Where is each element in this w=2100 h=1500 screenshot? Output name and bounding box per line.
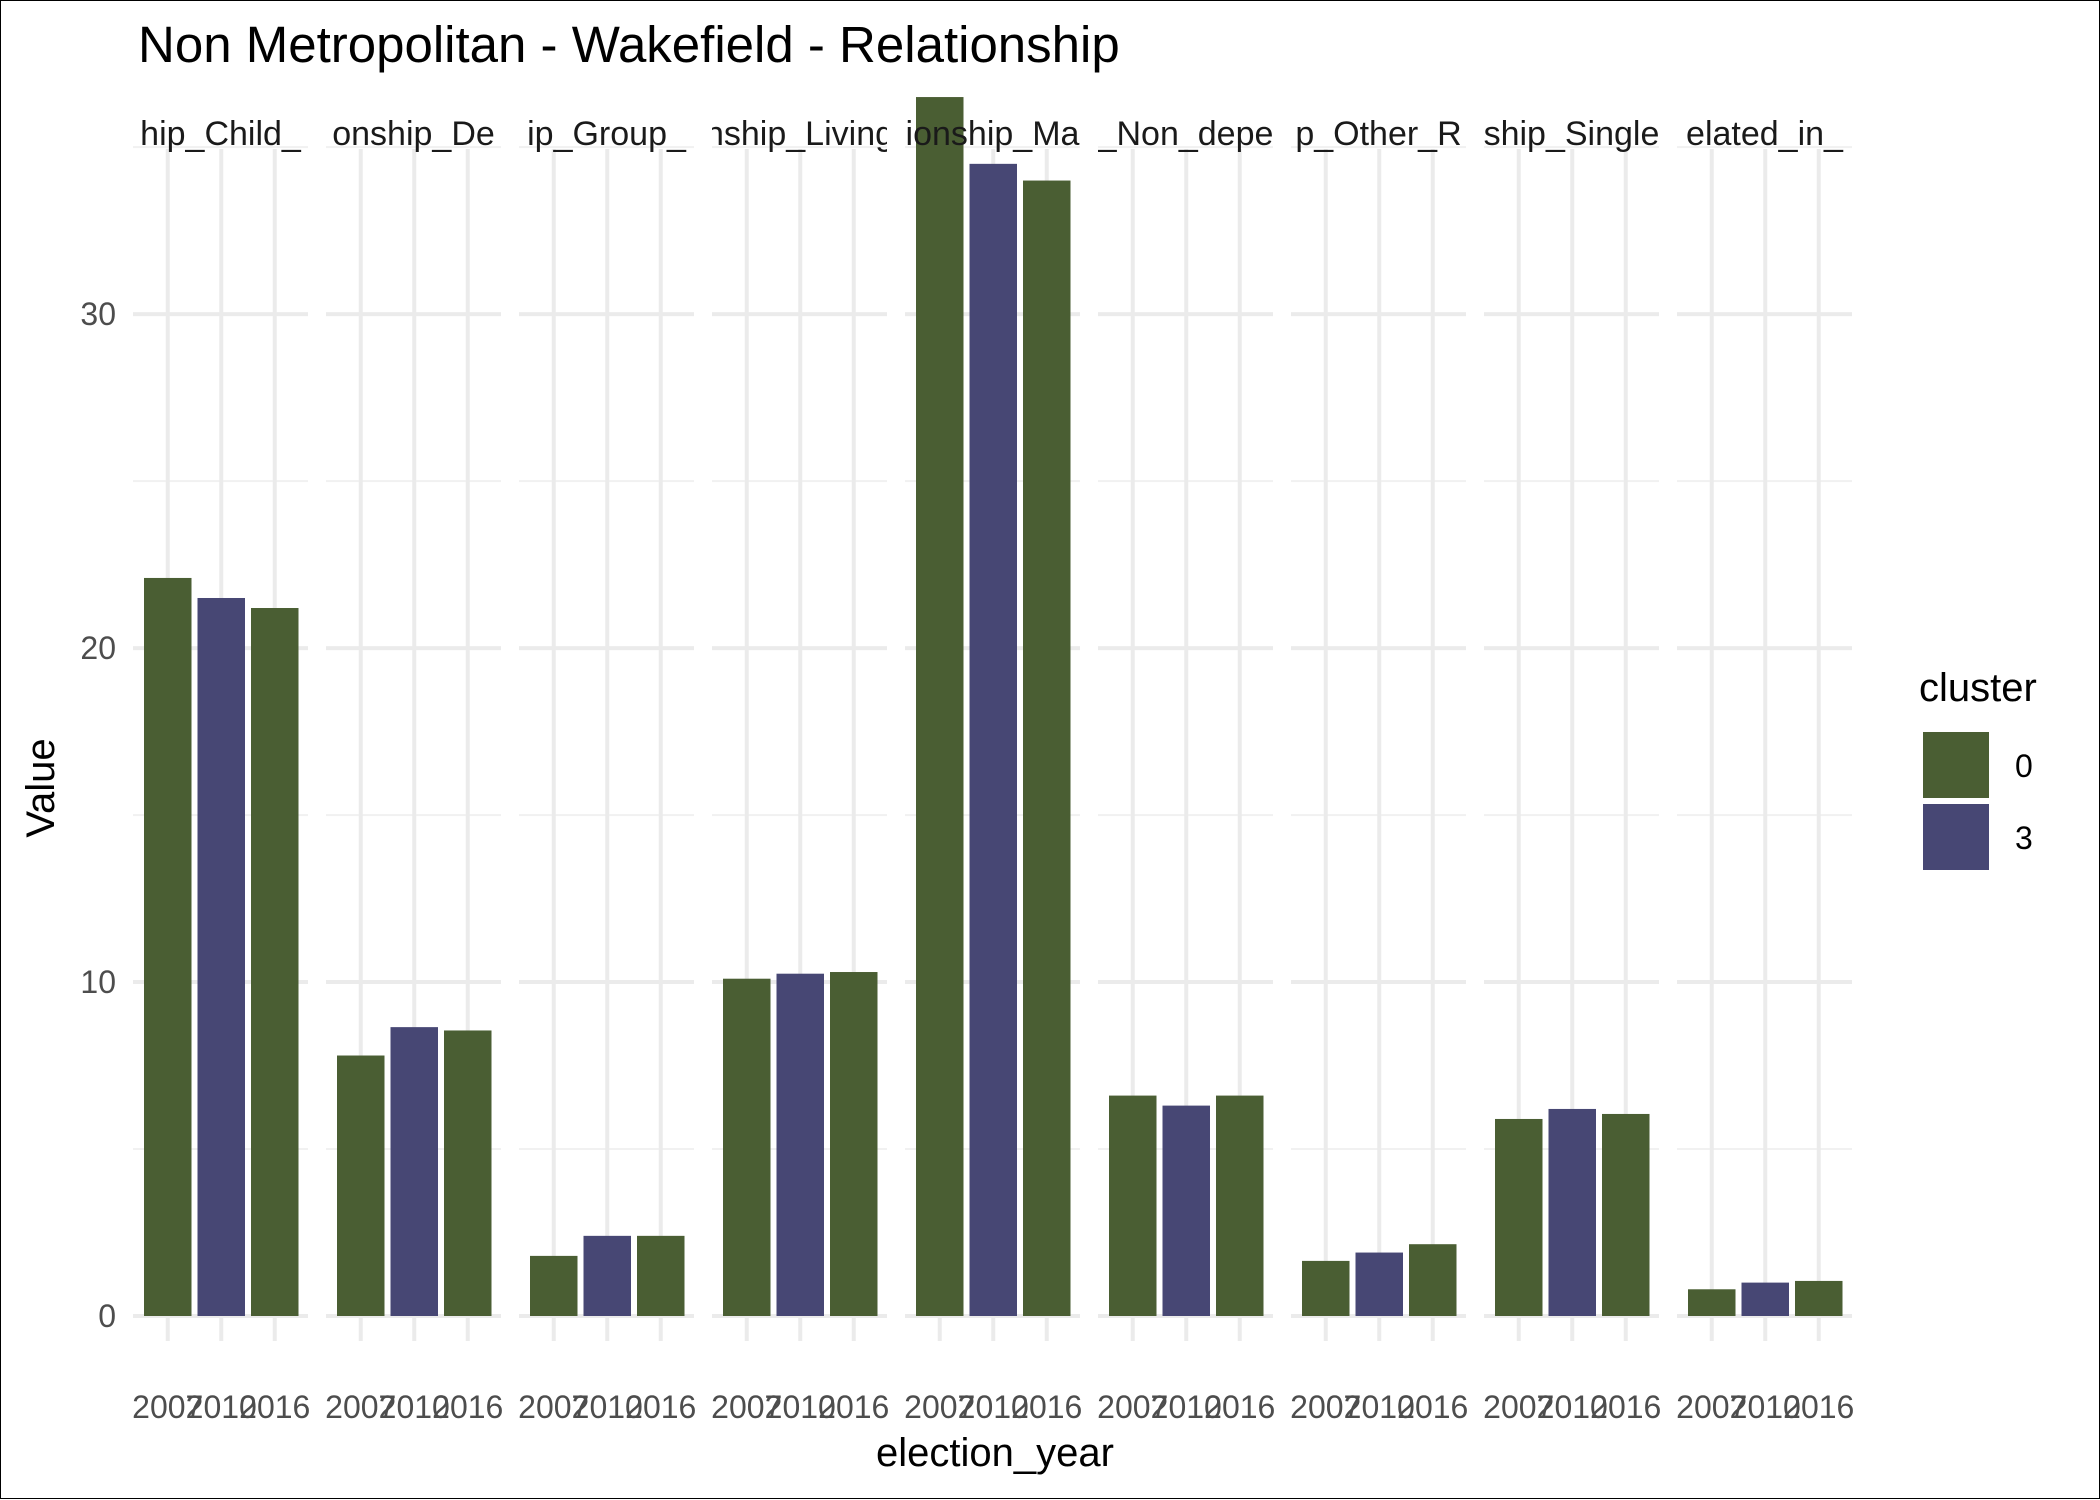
- y-axis-title: Value: [19, 738, 63, 837]
- x-tick-label: 2010: [1730, 1389, 1801, 1425]
- x-tick-label: 2007: [518, 1389, 589, 1425]
- bar: [197, 597, 245, 1316]
- x-tick-label: 2007: [1676, 1389, 1747, 1425]
- y-tick-label: 30: [80, 296, 116, 332]
- y-tick-label: 20: [80, 630, 116, 666]
- x-tick-label: 2007: [325, 1389, 396, 1425]
- legend-swatch: [1923, 804, 1989, 870]
- bar: [1495, 1118, 1543, 1316]
- bar: [830, 972, 878, 1316]
- bar: [1109, 1095, 1157, 1316]
- x-tick-label: 2016: [1011, 1389, 1082, 1425]
- bar: [723, 978, 771, 1316]
- bar: [1602, 1113, 1650, 1316]
- x-tick-label: 2007: [132, 1389, 203, 1425]
- facet-strip-label: ip_Group_: [527, 115, 687, 153]
- bar: [1162, 1105, 1210, 1316]
- x-tick-label: 2007: [1097, 1389, 1168, 1425]
- x-tick-label: 2016: [432, 1389, 503, 1425]
- bar: [444, 1030, 492, 1316]
- x-tick-label: 2007: [711, 1389, 782, 1425]
- bar: [1409, 1244, 1457, 1316]
- facet-strip-label: hip_Child_: [140, 115, 302, 153]
- bar: [1216, 1095, 1264, 1316]
- facet-panels: 200720102016hip_Child_200720102016onship…: [132, 97, 1854, 1425]
- y-axis-ticks: 0 10 20 30: [80, 296, 116, 1334]
- bar: [1795, 1280, 1843, 1316]
- bar: [390, 1027, 438, 1316]
- x-tick-label: 2007: [904, 1389, 975, 1425]
- bar: [1355, 1252, 1403, 1316]
- x-tick-label: 2010: [958, 1389, 1029, 1425]
- legend-title: cluster: [1919, 666, 2037, 710]
- x-tick-label: 2010: [1537, 1389, 1608, 1425]
- y-tick-label: 10: [80, 964, 116, 1000]
- x-tick-label: 2016: [1590, 1389, 1661, 1425]
- x-tick-label: 2010: [765, 1389, 836, 1425]
- x-tick-label: 2010: [572, 1389, 643, 1425]
- bar: [1548, 1108, 1596, 1316]
- x-tick-label: 2016: [1204, 1389, 1275, 1425]
- x-tick-label: 2010: [1151, 1389, 1222, 1425]
- chart-title: Non Metropolitan - Wakefield - Relations…: [138, 16, 1120, 73]
- x-tick-label: 2016: [1397, 1389, 1468, 1425]
- facet-strip-label: nship_Living: [705, 115, 894, 153]
- facet-strip-label: p_Other_R: [1295, 115, 1461, 153]
- x-tick-label: 2010: [186, 1389, 257, 1425]
- x-tick-label: 2016: [625, 1389, 696, 1425]
- bar: [583, 1235, 631, 1316]
- bar: [530, 1255, 578, 1316]
- x-tick-label: 2010: [379, 1389, 450, 1425]
- x-tick-label: 2016: [1783, 1389, 1854, 1425]
- x-tick-label: 2007: [1483, 1389, 1554, 1425]
- facet-strip-label: elated_in_: [1686, 115, 1844, 153]
- facet-strip-label: _Non_depe: [1097, 115, 1274, 153]
- bar: [776, 973, 824, 1316]
- legend-swatch: [1923, 732, 1989, 798]
- x-axis-title: election_year: [876, 1431, 1114, 1475]
- bar: [251, 608, 299, 1316]
- bar: [1741, 1282, 1789, 1316]
- x-tick-label: 2007: [1290, 1389, 1361, 1425]
- x-tick-label: 2010: [1344, 1389, 1415, 1425]
- legend-label: 0: [2015, 748, 2033, 784]
- facet-strip-label: ionship_Ma: [906, 115, 1080, 153]
- bar: [969, 163, 1017, 1316]
- facet-strip-label: ship_Single: [1484, 115, 1660, 153]
- x-tick-label: 2016: [818, 1389, 889, 1425]
- bar: [1023, 180, 1071, 1317]
- bar: [1302, 1260, 1350, 1316]
- bar: [1688, 1289, 1736, 1316]
- legend-entries: 03: [1923, 732, 2033, 870]
- bar: [916, 97, 964, 1316]
- bar: [637, 1235, 685, 1316]
- legend-label: 3: [2015, 820, 2033, 856]
- legend: cluster 03: [1919, 666, 2037, 870]
- bar: [144, 577, 192, 1316]
- x-tick-label: 2016: [239, 1389, 310, 1425]
- facet-strip-label: onship_De: [332, 115, 495, 153]
- y-tick-label: 0: [98, 1298, 116, 1334]
- bar: [337, 1055, 385, 1316]
